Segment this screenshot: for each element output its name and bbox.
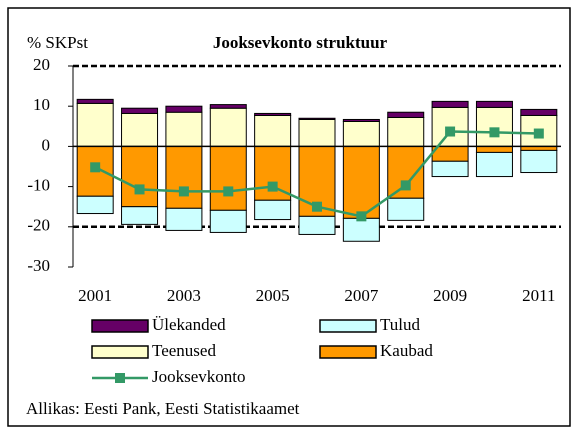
bar-segment	[342, 217, 380, 242]
line-marker	[267, 181, 278, 192]
x-tick-label: 2003	[167, 286, 201, 305]
bar-segment	[387, 197, 425, 221]
y-tick-label: -30	[27, 256, 50, 275]
bar-segment	[254, 199, 292, 221]
legend-marker	[115, 373, 125, 383]
line-marker	[90, 162, 101, 173]
y-tick-label: 10	[33, 95, 50, 114]
bar-segment	[254, 114, 292, 147]
bar-segment	[121, 107, 159, 114]
bar-segment	[298, 215, 336, 235]
bar-segment	[254, 112, 292, 116]
legend-label: Tulud	[380, 315, 421, 334]
source: Allikas: Eesti Pank, Eesti Statistikaame…	[26, 399, 300, 418]
x-tick-label: 2011	[522, 286, 555, 305]
bar-segment	[298, 118, 336, 147]
bar-segment	[76, 102, 114, 147]
x-tick-label: 2001	[78, 286, 112, 305]
bar-segment	[431, 160, 469, 178]
line-marker	[356, 211, 367, 222]
bar-segment	[165, 145, 203, 209]
bar-segment	[387, 111, 425, 118]
legend-swatch	[91, 319, 149, 333]
y-tick-label: 0	[42, 135, 51, 154]
bar-segment	[298, 117, 336, 120]
line-marker	[223, 186, 234, 197]
bar-segment	[76, 98, 114, 104]
legend-swatch	[319, 345, 377, 359]
bar-segment	[209, 104, 247, 109]
line-marker	[178, 186, 189, 197]
line-marker	[400, 180, 411, 191]
line-marker	[312, 201, 322, 212]
bar-segment	[475, 106, 513, 147]
bar-segment	[520, 108, 558, 116]
bar-segment	[520, 149, 558, 174]
line-marker	[445, 126, 456, 137]
bar-segment	[165, 105, 203, 113]
bar-segment	[165, 111, 203, 147]
x-tick-label: 2005	[256, 286, 290, 305]
line-marker	[533, 128, 544, 139]
legend-label: Kaubad	[380, 341, 433, 360]
legend-label: Jooksevkonto	[152, 367, 246, 386]
bar-segment	[121, 112, 159, 147]
bar-segment	[475, 100, 513, 108]
legend-swatch	[319, 319, 377, 333]
bar-segment	[209, 145, 247, 211]
chart-title: Jooksevkonto struktuur	[213, 33, 388, 52]
legend-swatch	[91, 345, 149, 359]
bar-segment	[121, 206, 159, 225]
line-marker	[134, 184, 145, 195]
bar-segment	[387, 145, 425, 199]
y-axis-label: % SKPst	[27, 33, 88, 52]
y-tick-label: 20	[33, 55, 50, 74]
legend-label: Teenused	[152, 341, 216, 360]
bar-segment	[165, 207, 203, 231]
y-tick-label: -10	[27, 176, 50, 195]
bar-segment	[475, 145, 513, 153]
x-tick-label: 2009	[433, 286, 467, 305]
bar-segment	[431, 100, 469, 108]
bar-segment	[209, 107, 247, 147]
line-marker	[489, 127, 500, 138]
bar-segment	[475, 151, 513, 178]
bar-segment	[121, 145, 159, 208]
bar-segment	[209, 209, 247, 233]
bar-segment	[342, 118, 380, 122]
legend-label: Ülekanded	[152, 315, 226, 334]
bar-segment	[76, 195, 114, 215]
bar-segment	[387, 116, 425, 147]
x-tick-label: 2007	[344, 286, 379, 305]
y-tick-label: -20	[27, 216, 50, 235]
bar-segment	[342, 120, 380, 147]
